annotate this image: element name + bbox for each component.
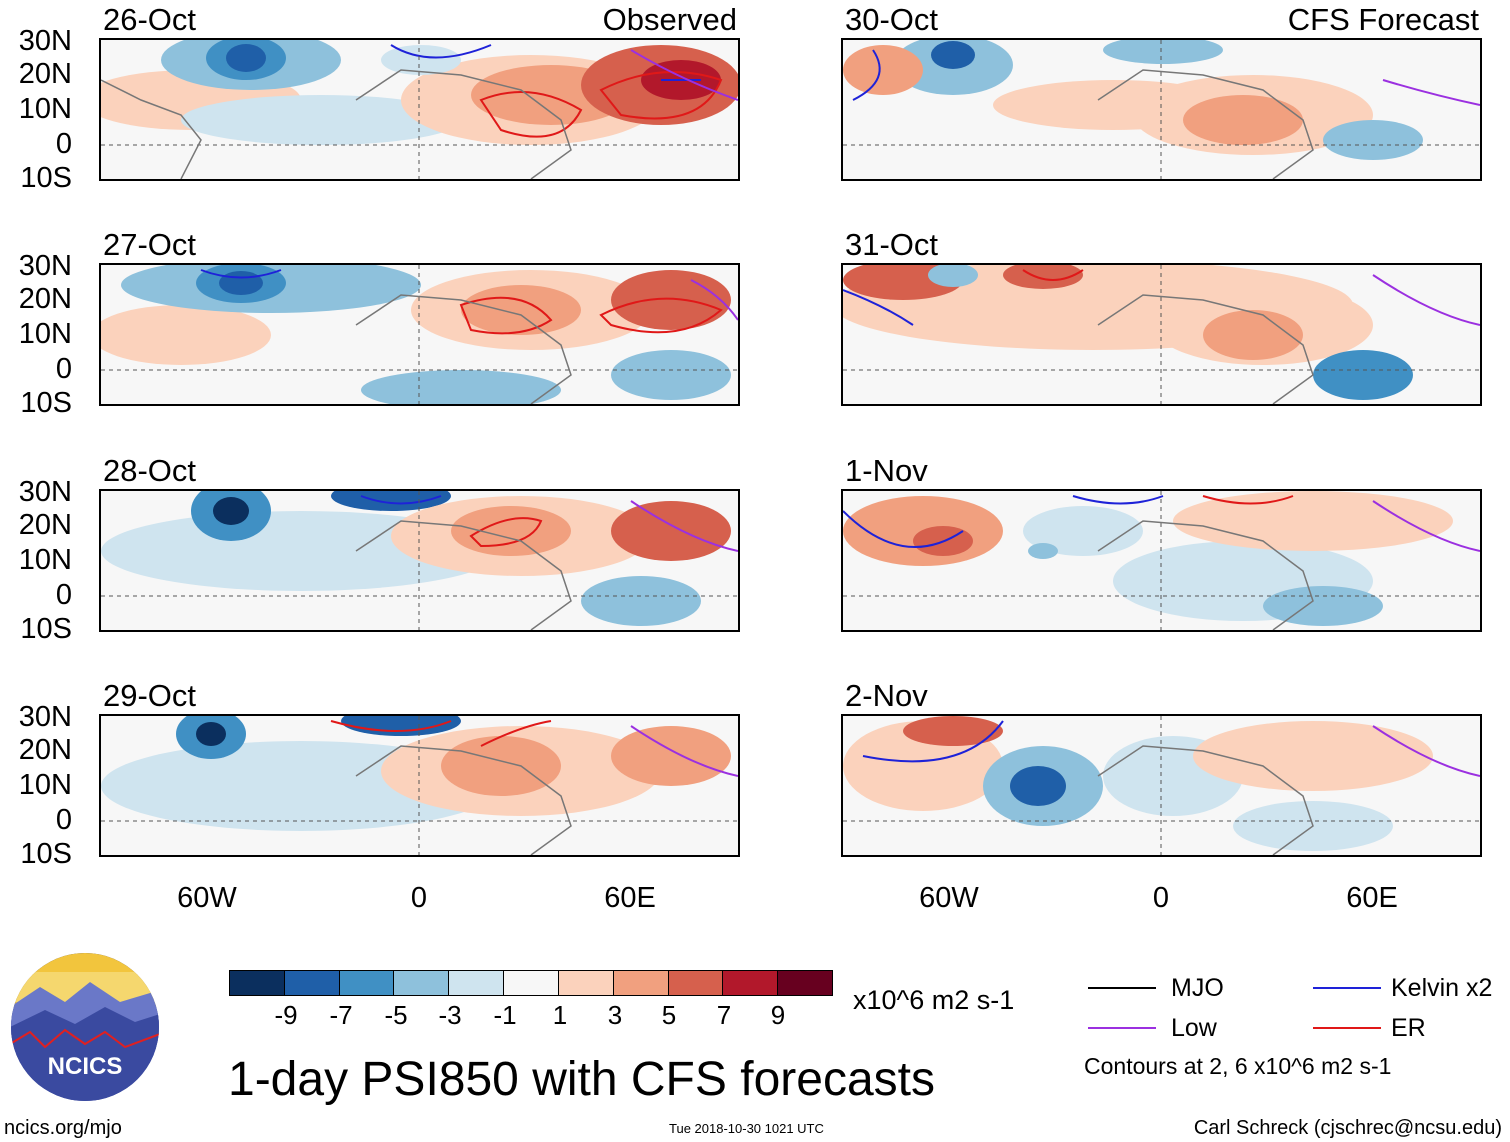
lon-label: 60E xyxy=(604,882,656,914)
panel-date: 27-Oct xyxy=(103,227,197,262)
colorbar-tick: -9 xyxy=(274,1000,298,1030)
legend-note: Contours at 2, 6 x10^6 m2 s-1 xyxy=(1084,1053,1392,1079)
footer-timestamp: Tue 2018-10-30 1021 UTC xyxy=(669,1121,824,1136)
lat-label: 30N xyxy=(18,25,72,57)
colorbar-tick: 7 xyxy=(716,1000,732,1030)
lon-label: 0 xyxy=(410,882,428,914)
panel-date: 29-Oct xyxy=(103,678,197,713)
legend-label: Low xyxy=(1171,1014,1217,1042)
map-panel xyxy=(99,38,740,181)
lat-label: 10N xyxy=(18,544,72,576)
panel-date: 26-Oct xyxy=(103,2,197,37)
colorbar-tick: 3 xyxy=(607,1000,623,1030)
lat-label: 30N xyxy=(18,476,72,508)
psi850-field-map xyxy=(101,40,738,179)
colorbar-swatch xyxy=(504,971,559,995)
colorbar-swatch xyxy=(723,971,779,995)
psi850-field-map xyxy=(101,265,738,404)
lat-label: 20N xyxy=(18,58,72,90)
footer-author: Carl Schreck (cjschrec@ncsu.edu) xyxy=(1193,1117,1502,1139)
lat-label: 10S xyxy=(20,387,72,419)
legend-label: Kelvin x2 xyxy=(1391,974,1493,1002)
colorbar-swatch xyxy=(558,971,614,995)
lon-label: 0 xyxy=(1152,882,1170,914)
figure-title: 1-day PSI850 with CFS forecasts xyxy=(228,1053,935,1106)
colorbar-tick: 9 xyxy=(770,1000,786,1030)
colorbar-swatch xyxy=(230,971,285,995)
lat-label: 0 xyxy=(55,804,72,836)
colorbar-tick: -1 xyxy=(493,1000,517,1030)
lat-label: 10S xyxy=(20,838,72,870)
logo-icon: NCICS xyxy=(11,953,159,1101)
lat-label: 20N xyxy=(18,283,72,315)
footer-url: ncics.org/mjo xyxy=(4,1117,122,1139)
map-panel xyxy=(99,489,740,632)
lat-label: 30N xyxy=(18,250,72,282)
colorbar-tick: -5 xyxy=(384,1000,408,1030)
colorbar-tick: 1 xyxy=(552,1000,568,1030)
observed-label: Observed xyxy=(602,2,737,37)
colorbar-swatch xyxy=(394,971,450,995)
legend-line xyxy=(1313,1027,1381,1029)
units-label: x10^6 m2 s-1 xyxy=(853,985,1015,1015)
panel-date: 28-Oct xyxy=(103,453,197,488)
psi850-field-map xyxy=(843,265,1480,404)
lat-label: 10S xyxy=(20,613,72,645)
lon-label: 60W xyxy=(919,882,979,914)
panel-date: 31-Oct xyxy=(845,227,939,262)
colorbar-tick: -7 xyxy=(329,1000,353,1030)
lon-label: 60W xyxy=(177,882,237,914)
map-panel xyxy=(841,714,1482,857)
lat-label: 0 xyxy=(55,353,72,385)
colorbar-tick: 5 xyxy=(661,1000,677,1030)
legend-label: ER xyxy=(1391,1014,1426,1042)
panel-date: 2-Nov xyxy=(845,678,928,713)
ncics-logo: NCICS xyxy=(10,952,160,1102)
psi850-field-map xyxy=(843,491,1480,630)
colorbar-swatch xyxy=(778,971,832,995)
psi850-field-map xyxy=(843,40,1480,179)
psi850-field-map xyxy=(843,716,1480,855)
svg-text:NCICS: NCICS xyxy=(48,1053,123,1080)
colorbar-swatch xyxy=(449,971,505,995)
psi850-field-map xyxy=(101,716,738,855)
legend-line xyxy=(1088,1027,1156,1029)
colorbar-swatch xyxy=(284,971,340,995)
legend-line xyxy=(1313,987,1381,989)
lat-label: 10N xyxy=(18,93,72,125)
panel-date: 30-Oct xyxy=(845,2,939,37)
lat-label: 10N xyxy=(18,769,72,801)
lat-label: 10S xyxy=(20,162,72,194)
panel-date: 1-Nov xyxy=(845,453,928,488)
lat-label: 20N xyxy=(18,509,72,541)
map-panel xyxy=(841,489,1482,632)
colorbar xyxy=(229,970,833,996)
lat-label: 0 xyxy=(55,579,72,611)
legend-line xyxy=(1088,987,1156,989)
legend-label: MJO xyxy=(1171,974,1224,1002)
lat-label: 30N xyxy=(18,701,72,733)
lat-label: 0 xyxy=(55,128,72,160)
colorbar-swatch xyxy=(613,971,669,995)
map-panel xyxy=(841,263,1482,406)
lat-label: 20N xyxy=(18,734,72,766)
colorbar-swatch xyxy=(668,971,724,995)
forecast-label: CFS Forecast xyxy=(1287,2,1479,37)
lat-label: 10N xyxy=(18,318,72,350)
colorbar-swatch xyxy=(339,971,395,995)
psi850-field-map xyxy=(101,491,738,630)
map-panel xyxy=(841,38,1482,181)
colorbar-tick: -3 xyxy=(438,1000,462,1030)
lon-label: 60E xyxy=(1346,882,1398,914)
map-panel xyxy=(99,714,740,857)
map-panel xyxy=(99,263,740,406)
